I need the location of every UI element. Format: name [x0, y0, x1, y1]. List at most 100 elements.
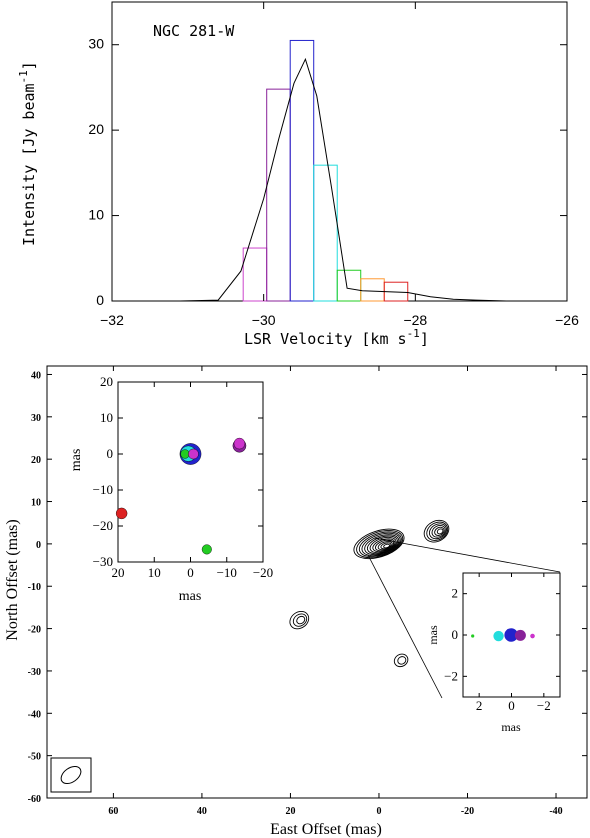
spectrum-frame [111, 1, 568, 302]
map-y-tick-label: -20 [28, 625, 41, 636]
spectrum-x-label: LSR Velocity [km s-1] [244, 327, 429, 348]
contour-ring [426, 521, 449, 541]
contour-ring [393, 653, 409, 668]
spectrum-chart: −32 −30 −28 −26 0 10 20 30 NGC 281-W LSR Veloc… [17, 1, 579, 348]
map-x-tick-label: -40 [549, 806, 562, 817]
spectrum-bar [360, 278, 385, 302]
contour-ring [364, 534, 400, 556]
inset-wide-point [188, 448, 199, 460]
map-x-label: East Offset (mas) [270, 821, 382, 838]
beam-frame [50, 757, 92, 793]
map-chart: 60 40 20 0 -20 -40 403020100-10-20-30-40-50-6… [4, 365, 588, 838]
spectrum-x-tick-label: −30 [252, 312, 276, 328]
spectrum-bar [266, 88, 291, 302]
spectrum-x-tick-label: −32 [100, 312, 124, 328]
inset-wide-x-ticks: 20 10 0 −10 −20 [112, 382, 273, 580]
map-y-tick-label: -40 [28, 709, 41, 720]
inset-zoom-point [504, 628, 518, 642]
inset-wide-y-tick-label: 20 [100, 374, 113, 389]
spectrum-bars [242, 39, 409, 302]
inset-wide-y-label: mas [69, 449, 84, 472]
inset-wide-y-ticks: 20 10 0 −10 −20 −30 [93, 374, 263, 569]
inset-zoom-x-tick-label: 2 [476, 698, 483, 713]
inset-zoom-y-ticks: 2 0 −2 [444, 586, 560, 683]
spectrum-x-label-sup: -1 [407, 327, 420, 340]
inset-zoom-point [471, 634, 475, 638]
spectrum-x-tick-label: −28 [403, 312, 427, 328]
spectrum-x-label-tail: ] [420, 330, 429, 348]
contour-ring [353, 528, 405, 560]
contour-ring [383, 543, 391, 549]
inset-zoom-point [514, 629, 526, 641]
map-y-tick-label: -10 [28, 582, 41, 593]
map-y-tick-label: 20 [31, 455, 41, 466]
map-x-tick-label: -20 [461, 806, 474, 817]
map-y-tick-label: 0 [36, 540, 41, 551]
map-y-tick-label: -60 [28, 794, 41, 805]
map-contours [289, 519, 450, 668]
inset-zoom-x-label: mas [501, 720, 521, 734]
spectrum-x-label-main: LSR Velocity [km s [244, 330, 407, 348]
inset-zoom-point [493, 630, 504, 642]
inset-wide-x-tick-label: 10 [148, 565, 161, 580]
zoom-line-upper [373, 537, 561, 573]
inset-wide-x-tick-label: 20 [112, 565, 125, 580]
inset-wide-point [201, 544, 212, 555]
inset-zoom-chart: 2 0 −2 2 0 −2 mas mas [426, 572, 561, 734]
spectrum-y-label-tail: ] [20, 61, 38, 70]
map-y-tick-label: 10 [31, 498, 41, 509]
spectrum-bar [242, 247, 268, 302]
contour-ring [292, 613, 308, 627]
contour-ring [397, 656, 407, 665]
map-x-tick-label: 0 [376, 806, 381, 817]
inset-wide-y-tick-label: 0 [107, 446, 114, 461]
spectrum-y-tick-label: 0 [96, 292, 104, 308]
spectrum-y-tick-label: 20 [88, 121, 104, 137]
inset-wide-x-tick-label: 0 [187, 565, 194, 580]
inset-zoom-x-tick-label: 0 [508, 698, 515, 713]
contour-ring [377, 541, 393, 551]
inset-zoom-y-label: mas [426, 625, 440, 645]
inset-wide-y-tick-label: −20 [93, 518, 113, 533]
contour-ring [431, 525, 446, 538]
inset-zoom-y-tick-label: −2 [444, 668, 458, 683]
inset-wide-y-tick-label: −30 [93, 554, 113, 569]
contour-ring [434, 526, 445, 536]
inset-wide-points [115, 437, 247, 555]
contour-ring [423, 519, 450, 543]
inset-wide-x-tick-label: −10 [217, 565, 237, 580]
spectrum-y-label: Intensity [Jy beam-1] [17, 61, 38, 246]
spectrum-x-ticks: −32 −30 −28 −26 [100, 2, 579, 328]
spectrum-line [127, 57, 567, 302]
contour-ring [366, 535, 398, 555]
zoom-line-lower [367, 554, 443, 699]
contour-ring [375, 539, 395, 552]
spectrum-bar [289, 39, 315, 302]
map-y-tick-label: 40 [31, 370, 41, 381]
inset-wide-point [233, 437, 246, 450]
map-y-tick-label: -30 [28, 667, 41, 678]
inset-zoom-y-tick-label: 2 [452, 586, 459, 601]
inset-zoom-x-tick-label: −2 [537, 698, 551, 713]
inset-wide-y-tick-label: 10 [100, 410, 113, 425]
contour-ring [436, 528, 444, 535]
map-x-tick-label: 40 [197, 806, 207, 817]
spectrum-title: NGC 281-W [153, 22, 235, 40]
inset-wide-point [115, 507, 128, 520]
contour-ring [289, 610, 310, 630]
spectrum-bar [336, 269, 362, 302]
spectrum-y-label-sup: -1 [17, 70, 30, 83]
map-frame [46, 365, 588, 799]
contour-ring [358, 531, 402, 558]
contour-ring [296, 615, 306, 625]
inset-wide-chart: 20 10 0 −10 −20 20 10 0 −10 −20 −30 mas mas [69, 374, 273, 604]
map-y-tick-label: 30 [31, 413, 41, 424]
spectrum-bar [313, 164, 338, 302]
contour-ring [369, 536, 397, 554]
inset-wide-x-label: mas [179, 589, 202, 604]
inset-wide-x-tick-label: −20 [253, 565, 273, 580]
contour-ring [361, 532, 401, 557]
contour-ring [380, 542, 392, 550]
